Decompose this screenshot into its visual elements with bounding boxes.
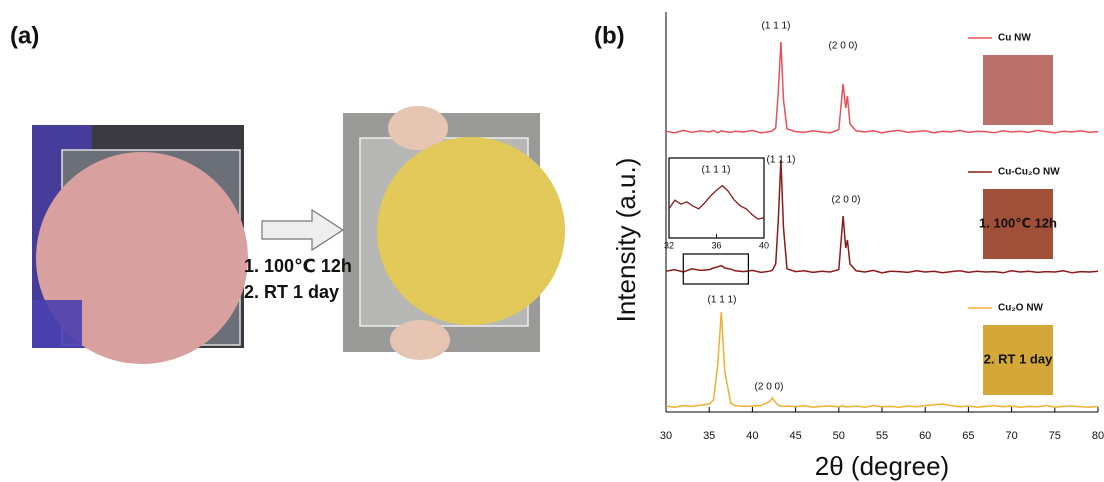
inset-label: (1 1 1) [702, 165, 731, 176]
legend-label: Cu NW [998, 33, 1031, 44]
sample-swatch [983, 55, 1053, 125]
peak-label: (2 0 0) [755, 382, 784, 393]
x-tick-label: 80 [1092, 430, 1104, 442]
peak-label: (2 0 0) [832, 195, 861, 206]
y-axis-label: Intensity (a.u.) [611, 158, 641, 323]
figure: (a) 1. 100℃ 12h 2. RT 1 day (b) 30 35 40 45… [0, 0, 1104, 482]
panel-label: (a) [10, 22, 39, 49]
swatch-label: 1. 100℃ 12h [979, 215, 1057, 230]
peak-label: (1 1 1) [767, 155, 796, 166]
legend-label: Cu₂O NW [998, 303, 1044, 314]
arrow [262, 210, 343, 250]
x-tick-label: 70 [1005, 430, 1017, 442]
x-tick-label: 40 [746, 430, 758, 442]
legend-label: Cu-Cu₂O NW [998, 167, 1060, 178]
peak-label: (1 1 1) [762, 21, 791, 32]
step-text: 1. 100℃ 12h [244, 256, 352, 276]
inset-tick-label: 32 [664, 240, 674, 250]
x-tick-label: 65 [962, 430, 974, 442]
x-tick-label: 35 [703, 430, 715, 442]
inset-tick-label: 40 [759, 240, 769, 250]
x-tick-label: 55 [876, 430, 888, 442]
x-tick-label: 75 [1049, 430, 1061, 442]
swatch-label: 2. RT 1 day [984, 351, 1053, 366]
x-tick-label: 45 [789, 430, 801, 442]
inset-tick-label: 36 [711, 240, 721, 250]
x-tick-label: 50 [833, 430, 845, 442]
x-axis-label: 2θ (degree) [815, 451, 949, 481]
x-tick-label: 60 [919, 430, 931, 442]
step-text: 2. RT 1 day [244, 282, 339, 302]
x-tick-label: 30 [660, 430, 672, 442]
peak-label: (1 1 1) [708, 295, 737, 306]
peak-label: (2 0 0) [829, 41, 858, 52]
photo-after [343, 106, 565, 360]
panel-label: (b) [594, 22, 625, 49]
photo-before [32, 125, 248, 364]
